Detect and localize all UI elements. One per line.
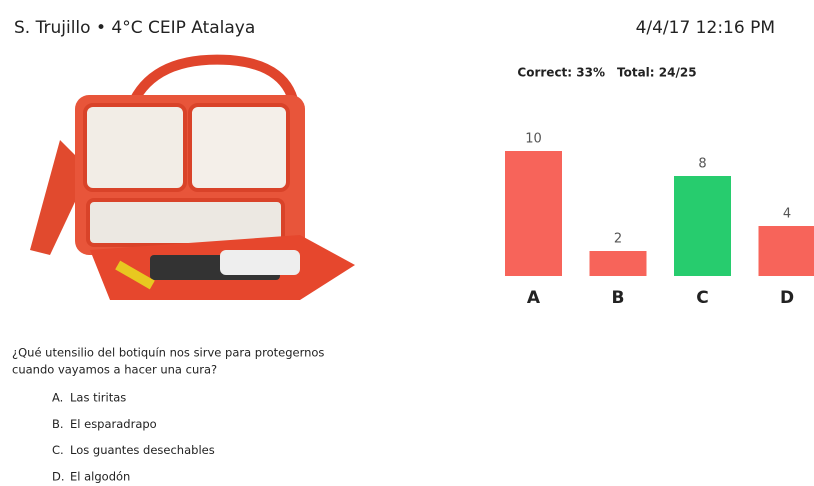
page: S. Trujillo • 4°C CEIP Atalaya 4/4/17 12… [0, 0, 814, 486]
screen: S. Trujillo • 4°C CEIP Atalaya 4/4/17 12… [0, 0, 814, 486]
value-label: 2 [614, 232, 622, 247]
total-stat: Total: 24/25 [617, 66, 697, 80]
bar [674, 176, 731, 276]
correct-stat: Correct: 33% [517, 66, 605, 80]
value-label: 10 [525, 132, 542, 147]
bar [759, 226, 814, 276]
value-label: 4 [783, 207, 791, 222]
option-text: Los guantes desechables [70, 443, 215, 457]
option-letter: C. [52, 443, 64, 457]
category-label: A [527, 288, 541, 308]
bar [590, 251, 647, 276]
option-text: El esparadrapo [70, 417, 157, 431]
option-letter: B. [52, 417, 64, 431]
bar [505, 151, 562, 276]
option-letter: D. [52, 469, 65, 483]
option-letter: A. [52, 391, 63, 405]
question-line: ¿Qué utensilio del botiquín nos sirve pa… [12, 346, 324, 360]
option-text: El algodón [70, 469, 130, 483]
kit-image [30, 60, 355, 300]
title: S. Trujillo • 4°C CEIP Atalaya [14, 18, 255, 38]
category-label: B [612, 288, 625, 308]
datetime: 4/4/17 12:16 PM [636, 18, 775, 38]
category-label: C [696, 288, 708, 308]
category-label: D [780, 288, 794, 308]
question-line: cuando vayamos a hacer una cura? [12, 363, 217, 377]
value-label: 8 [698, 157, 706, 172]
option-text: Las tiritas [70, 391, 126, 405]
